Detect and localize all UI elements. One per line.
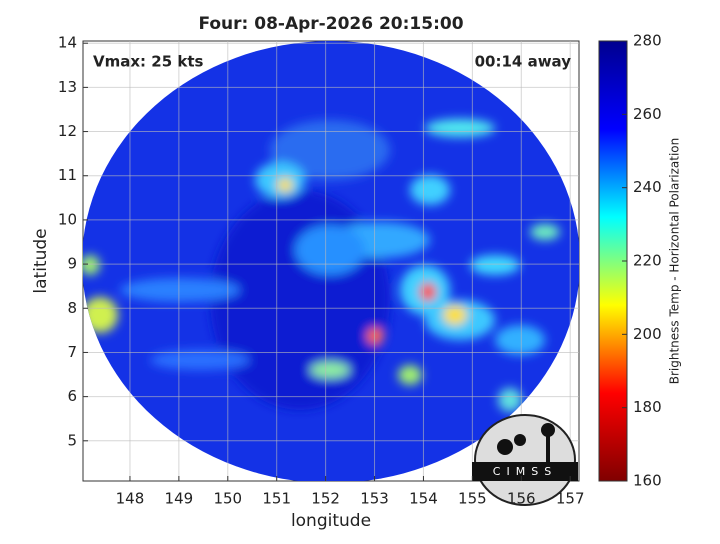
x-tick-label: 157 (556, 490, 585, 508)
satellite-image (82, 41, 579, 481)
grid (83, 41, 579, 481)
y-tick-label: 11 (58, 166, 77, 184)
logo: CIMSS (472, 414, 578, 506)
y-tick-label: 14 (58, 34, 77, 52)
y-tick-label: 7 (67, 343, 77, 361)
x-tick-label: 154 (409, 490, 438, 508)
logo-text: CIMSS (493, 465, 557, 478)
colorbar-label: Brightness Temp - Horizontal Polarizatio… (668, 138, 682, 385)
y-tick-label: 8 (67, 299, 77, 317)
x-tick-label: 150 (213, 490, 242, 508)
colorbar-tick-label: 200 (633, 325, 662, 343)
annotation: 00:14 away (475, 53, 572, 71)
x-tick-label: 151 (262, 490, 291, 508)
y-tick-label: 6 (67, 387, 77, 405)
x-tick-label: 155 (458, 490, 487, 508)
annotation: Vmax: 25 kts (93, 53, 203, 71)
x-tick-label: 156 (507, 490, 536, 508)
x-tick-label: 152 (311, 490, 340, 508)
x-tick-label: 149 (165, 490, 194, 508)
y-tick-label: 9 (67, 255, 77, 273)
x-axis-label: longitude (291, 511, 371, 531)
x-tick-label: 148 (116, 490, 145, 508)
colorbar-tick-label: 280 (633, 32, 662, 50)
y-tick-label: 5 (67, 431, 77, 449)
colorbar-tick-label: 220 (633, 252, 662, 270)
colorbar-tick-label: 180 (633, 398, 662, 416)
y-tick-label: 10 (58, 210, 77, 228)
y-tick-label: 12 (58, 122, 77, 140)
y-axis-label: latitude (31, 228, 51, 293)
colorbar-tick-label: 240 (633, 178, 662, 196)
x-tick-label: 153 (360, 490, 389, 508)
colorbar-tick-label: 160 (633, 472, 662, 490)
y-tick-label: 13 (58, 78, 77, 96)
colorbar-tick-label: 260 (633, 105, 662, 123)
chart-title: Four: 08-Apr-2026 20:15:00 (198, 14, 463, 34)
